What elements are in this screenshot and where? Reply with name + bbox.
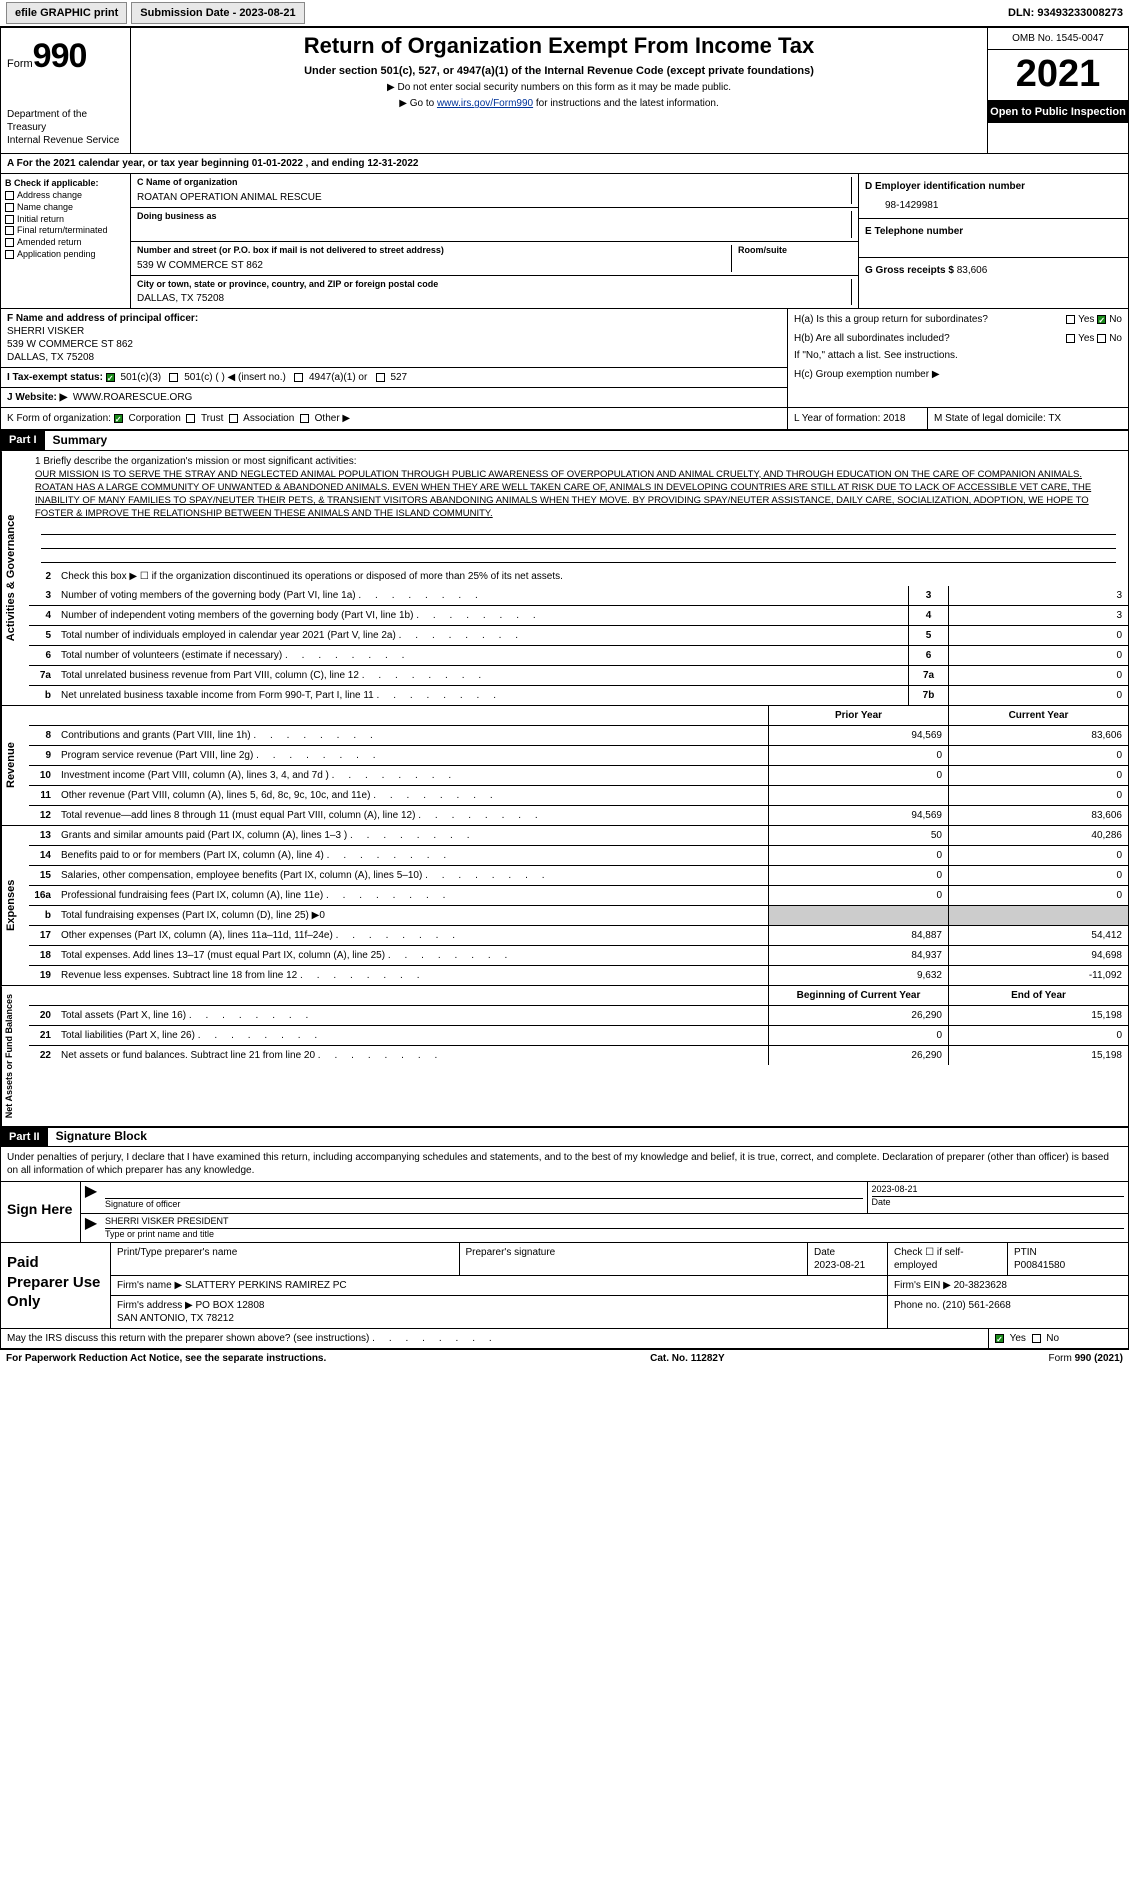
- exp-row: bTotal fundraising expenses (Part IX, co…: [29, 906, 1128, 926]
- net-row: 20Total assets (Part X, line 16)26,29015…: [29, 1006, 1128, 1026]
- open-public-badge: Open to Public Inspection: [988, 101, 1128, 123]
- discuss-yes[interactable]: ✓: [995, 1334, 1004, 1343]
- form-header: Form990 Department of the Treasury Inter…: [0, 27, 1129, 154]
- dln: DLN: 93493233008273: [1008, 6, 1123, 20]
- website: WWW.ROARESCUE.ORG: [73, 392, 192, 403]
- vtab-activities: Activities & Governance: [1, 451, 29, 705]
- org-city: DALLAS, TX 75208: [137, 292, 845, 305]
- vtab-netassets: Net Assets or Fund Balances: [1, 986, 29, 1126]
- section-m: M State of legal domicile: TX: [928, 408, 1128, 429]
- exp-row: 18Total expenses. Add lines 13–17 (must …: [29, 946, 1128, 966]
- officer-name-title: SHERRI VISKER PRESIDENT: [105, 1216, 1124, 1228]
- col-headers: Prior Year Current Year: [29, 706, 1128, 726]
- gov-row: 3Number of voting members of the governi…: [29, 586, 1128, 606]
- checkbox-501c3[interactable]: ✓: [106, 373, 115, 382]
- discuss-row: May the IRS discuss this return with the…: [0, 1329, 1129, 1349]
- submission-date-button[interactable]: Submission Date - 2023-08-21: [131, 2, 304, 24]
- section-e: E Telephone number: [859, 219, 1128, 258]
- form-note2: ▶ Go to www.irs.gov/Form990 for instruct…: [139, 97, 979, 110]
- section-j: J Website: ▶ WWW.ROARESCUE.ORG: [1, 388, 787, 407]
- officer-name: SHERRI VISKER: [7, 326, 84, 337]
- checkbox-ha-no[interactable]: ✓: [1097, 315, 1106, 324]
- vtab-expenses: Expenses: [1, 826, 29, 985]
- rev-row: 10Investment income (Part VIII, column (…: [29, 766, 1128, 786]
- gov-row: 5Total number of individuals employed in…: [29, 626, 1128, 646]
- rev-row: 9Program service revenue (Part VIII, lin…: [29, 746, 1128, 766]
- net-row: 22Net assets or fund balances. Subtract …: [29, 1046, 1128, 1065]
- signature-intro: Under penalties of perjury, I declare th…: [0, 1147, 1129, 1182]
- section-l: L Year of formation: 2018: [788, 408, 928, 429]
- sign-here-block: Sign Here ▶ Signature of officer 2023-08…: [0, 1182, 1129, 1243]
- col-headers-net: Beginning of Current Year End of Year: [29, 986, 1128, 1006]
- exp-row: 15Salaries, other compensation, employee…: [29, 866, 1128, 886]
- ein: 98-1429981: [865, 199, 1122, 212]
- section-d: D Employer identification number 98-1429…: [859, 174, 1128, 219]
- section-g: G Gross receipts $ 83,606: [859, 258, 1128, 308]
- form-number: Form990: [7, 34, 124, 78]
- omb-number: OMB No. 1545-0047: [988, 28, 1128, 50]
- part2-header: Part II Signature Block: [0, 1127, 1129, 1147]
- section-k: K Form of organization: ✓ Corporation Tr…: [1, 408, 788, 429]
- section-i: I Tax-exempt status: ✓ 501(c)(3) 501(c) …: [1, 368, 787, 388]
- sig-date: 2023-08-21: [872, 1184, 1125, 1196]
- checkbox-corp[interactable]: ✓: [114, 414, 123, 423]
- mission: 1 Briefly describe the organization's mi…: [29, 451, 1128, 567]
- form-title: Return of Organization Exempt From Incom…: [139, 32, 979, 61]
- paid-preparer-block: Paid Preparer Use Only Print/Type prepar…: [0, 1243, 1129, 1329]
- exp-row: 16aProfessional fundraising fees (Part I…: [29, 886, 1128, 906]
- efile-print-button[interactable]: efile GRAPHIC print: [6, 2, 127, 24]
- rev-row: 8Contributions and grants (Part VIII, li…: [29, 726, 1128, 746]
- exp-row: 14Benefits paid to or for members (Part …: [29, 846, 1128, 866]
- gov-row: bNet unrelated business taxable income f…: [29, 686, 1128, 705]
- gov-row: 4Number of independent voting members of…: [29, 606, 1128, 626]
- org-address: 539 W COMMERCE ST 862: [137, 259, 725, 272]
- rev-row: 11Other revenue (Part VIII, column (A), …: [29, 786, 1128, 806]
- gov-row: 6Total number of volunteers (estimate if…: [29, 646, 1128, 666]
- prep-date: 2023-08-21: [814, 1260, 865, 1271]
- net-row: 21Total liabilities (Part X, line 26)00: [29, 1026, 1128, 1046]
- form-subtitle: Under section 501(c), 527, or 4947(a)(1)…: [139, 64, 979, 78]
- gross-receipts: 83,606: [957, 265, 988, 276]
- rev-row: 12Total revenue—add lines 8 through 11 (…: [29, 806, 1128, 825]
- section-b: B Check if applicable: Address change Na…: [1, 174, 131, 308]
- org-name: ROATAN OPERATION ANIMAL RESCUE: [137, 191, 845, 204]
- irs-link[interactable]: www.irs.gov/Form990: [437, 98, 533, 109]
- page-footer: For Paperwork Reduction Act Notice, see …: [0, 1349, 1129, 1367]
- gov-row: 2Check this box ▶ ☐ if the organization …: [29, 567, 1128, 586]
- row-a-tax-year: A For the 2021 calendar year, or tax yea…: [0, 154, 1129, 174]
- exp-row: 17Other expenses (Part IX, column (A), l…: [29, 926, 1128, 946]
- section-h: H(a) Is this a group return for subordin…: [788, 309, 1128, 407]
- mission-text: OUR MISSION IS TO SERVE THE STRAY AND NE…: [35, 468, 1122, 521]
- form-note1: ▶ Do not enter social security numbers o…: [139, 81, 979, 94]
- section-f: F Name and address of principal officer:…: [1, 309, 787, 368]
- ptin: P00841580: [1014, 1260, 1065, 1271]
- vtab-revenue: Revenue: [1, 706, 29, 825]
- part1-header: Part I Summary: [0, 430, 1129, 450]
- section-c: C Name of organization ROATAN OPERATION …: [131, 174, 858, 308]
- exp-row: 19Revenue less expenses. Subtract line 1…: [29, 966, 1128, 985]
- tax-year: 2021: [988, 50, 1128, 100]
- firm-name: SLATTERY PERKINS RAMIREZ PC: [185, 1280, 347, 1291]
- topbar: efile GRAPHIC print Submission Date - 20…: [0, 0, 1129, 27]
- exp-row: 13Grants and similar amounts paid (Part …: [29, 826, 1128, 846]
- dept-label: Department of the Treasury Internal Reve…: [7, 108, 124, 147]
- firm-phone: (210) 561-2668: [942, 1300, 1010, 1311]
- gov-row: 7aTotal unrelated business revenue from …: [29, 666, 1128, 686]
- firm-ein: 20-3823628: [954, 1280, 1007, 1291]
